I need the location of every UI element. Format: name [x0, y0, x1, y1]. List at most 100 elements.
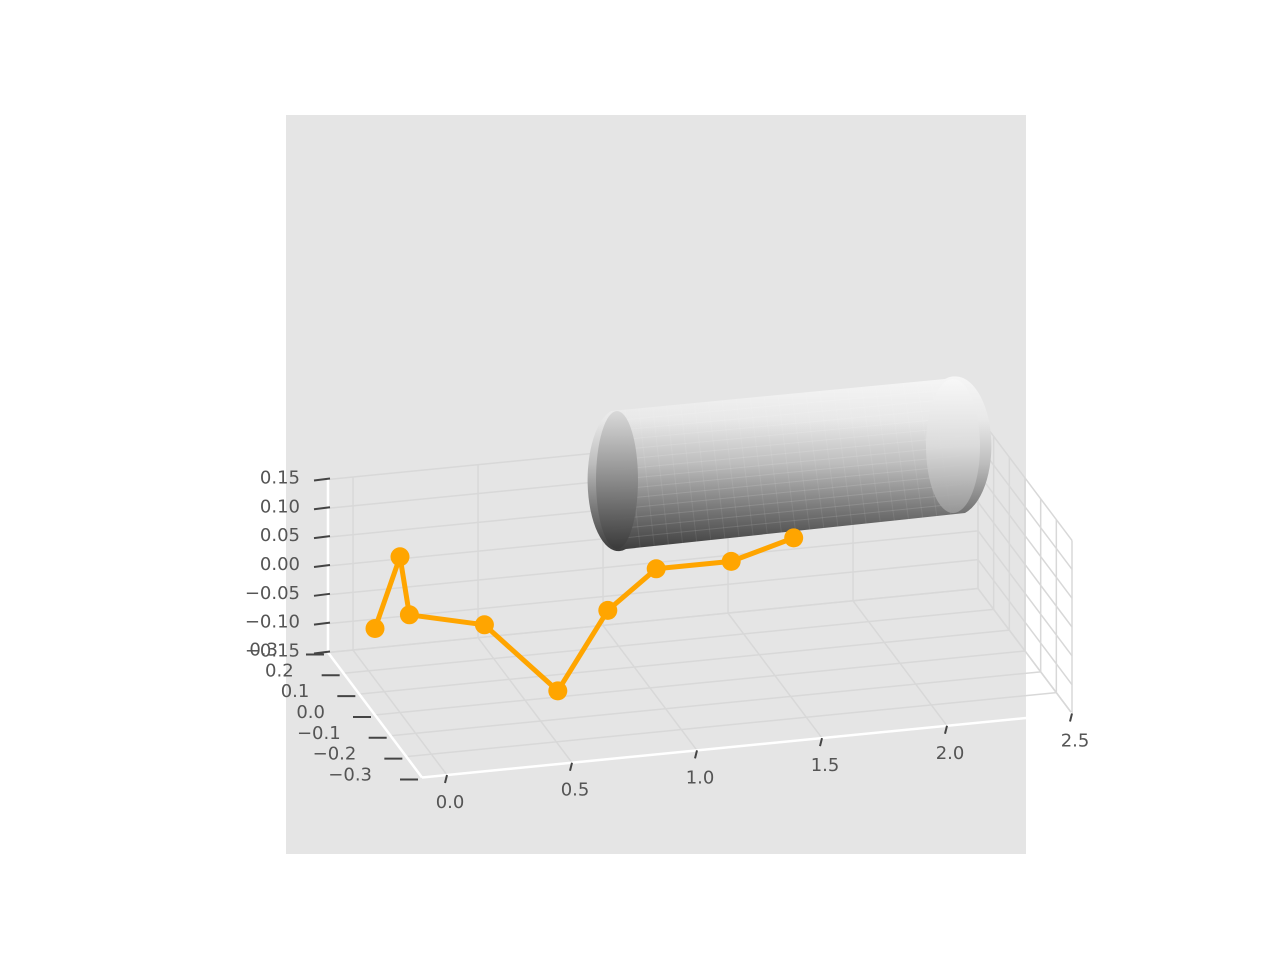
x-tick-mark	[819, 737, 823, 747]
tick-labels: 0.00.51.01.52.02.50.30.20.10.0−0.1−0.2−0…	[245, 467, 1090, 813]
cylinder-mesh-line	[791, 393, 811, 530]
cylinder-mesh-line	[805, 392, 825, 529]
cylinder-mesh-line	[847, 388, 867, 524]
y-tick-label: 0.0	[296, 702, 325, 723]
x-tick-label: 1.5	[811, 755, 840, 776]
tick-marks	[305, 477, 1073, 784]
y-tick-label: −0.2	[313, 744, 357, 765]
cylinder-mesh-line	[666, 405, 683, 544]
side-grid-z	[977, 501, 1073, 628]
x-tick-label: 2.0	[936, 743, 965, 764]
z-tick-label: −0.10	[245, 612, 300, 633]
z-tick-label: −0.15	[245, 640, 300, 661]
y-tick-label: 0.2	[265, 660, 294, 681]
data-point-8	[721, 551, 741, 571]
cylinder-surface	[587, 376, 992, 552]
z-tick-mark	[313, 592, 331, 597]
cylinder-mesh-ring	[611, 388, 963, 422]
cylinder-right-cap	[926, 379, 980, 513]
z-tick-label: 0.10	[260, 496, 300, 517]
data-series	[365, 528, 804, 701]
cylinder-mesh-line	[707, 401, 726, 539]
floor-grid-y	[390, 671, 1041, 737]
y-tick-label: −0.1	[297, 723, 341, 744]
floor-grid-y	[374, 650, 1026, 716]
data-point-9	[784, 528, 804, 548]
cylinder-mesh-ring	[611, 455, 963, 491]
cylinder-mesh-line	[819, 390, 839, 527]
data-point-2	[390, 547, 410, 567]
x-tick-label: 1.0	[686, 767, 715, 788]
floor-grid-y	[343, 608, 994, 675]
floor-grid-y	[359, 629, 1010, 695]
y-tick-label: 0.3	[249, 639, 278, 660]
data-point-4	[474, 615, 494, 635]
z-tick-label: 0.15	[260, 467, 300, 488]
cylinder-mesh-line	[749, 397, 768, 535]
cylinder-mesh-ring	[611, 474, 963, 511]
cylinder-mesh-ring	[611, 435, 963, 471]
z-tick-label: 0.05	[260, 525, 300, 546]
data-point-1	[365, 619, 385, 638]
x-tick-mark	[944, 725, 948, 735]
z-tick-mark	[313, 650, 331, 655]
x-tick-label: 0.0	[436, 792, 465, 813]
z-tick-mark	[313, 506, 331, 511]
cylinder-mesh-line	[721, 400, 740, 538]
cylinder-mesh-ring	[611, 493, 963, 530]
back-grid-z	[327, 587, 979, 654]
cylinder-mesh-line	[861, 386, 881, 523]
side-grid-z	[977, 415, 1073, 541]
x-tick-mark	[1069, 713, 1073, 722]
data-point-3	[399, 605, 419, 625]
cylinder-mesh-ring	[611, 426, 963, 461]
cylinder-mesh-ring	[611, 464, 963, 501]
side-grid-z	[977, 530, 1073, 657]
cylinder-mesh-line	[902, 382, 924, 518]
y-tick-label: −0.3	[328, 764, 372, 785]
x-tick-label: 0.5	[561, 780, 590, 801]
cylinder-mesh-line	[694, 402, 712, 541]
cylinder-mesh-line	[874, 385, 895, 521]
x-tick-mark	[694, 750, 698, 759]
cylinder-mesh-line	[680, 404, 698, 542]
cylinder-mesh-line	[735, 398, 754, 536]
y-tick-label: 0.1	[281, 681, 310, 702]
cylinder-mesh-ring	[611, 445, 963, 481]
side-grid-z	[977, 443, 1073, 570]
cylinder-left-cap	[596, 411, 638, 549]
x-tick-mark	[569, 762, 573, 771]
cylinder-mesh-ring	[611, 397, 963, 432]
cylinder-mesh-ring	[611, 407, 963, 442]
z-tick-mark	[313, 621, 331, 626]
data-point-5	[548, 681, 568, 701]
cylinder-mesh-ring	[611, 502, 963, 540]
data-point-6	[598, 600, 618, 620]
z-tick-label: −0.05	[245, 583, 300, 604]
cylinder-mesh-line	[833, 389, 853, 526]
back-grid-z	[327, 558, 979, 625]
side-grid-z	[977, 559, 1073, 686]
cylinder-body	[587, 376, 992, 552]
cylinder-mesh-ring	[611, 483, 963, 520]
cylinder-mesh-line	[888, 384, 909, 520]
z-tick-mark	[313, 535, 331, 540]
y-axis-line	[326, 651, 424, 779]
cylinder-mesh-line	[763, 396, 782, 533]
data-point-7	[646, 559, 666, 579]
cylinder-mesh-line	[777, 394, 796, 532]
cylinder-mesh-line	[652, 406, 669, 545]
z-tick-mark	[313, 477, 331, 482]
side-grid-z	[977, 472, 1073, 599]
x-tick-label: 2.5	[1061, 730, 1090, 751]
side-grid-z	[977, 588, 1073, 714]
z-tick-mark	[313, 563, 331, 568]
cylinder-mesh-ring	[611, 416, 963, 451]
x-axis-line	[421, 712, 1073, 779]
x-tick-mark	[444, 774, 448, 784]
z-tick-label: 0.00	[260, 554, 300, 575]
cylinder-mesh-line	[638, 408, 655, 547]
floor-grid-y	[406, 691, 1057, 758]
